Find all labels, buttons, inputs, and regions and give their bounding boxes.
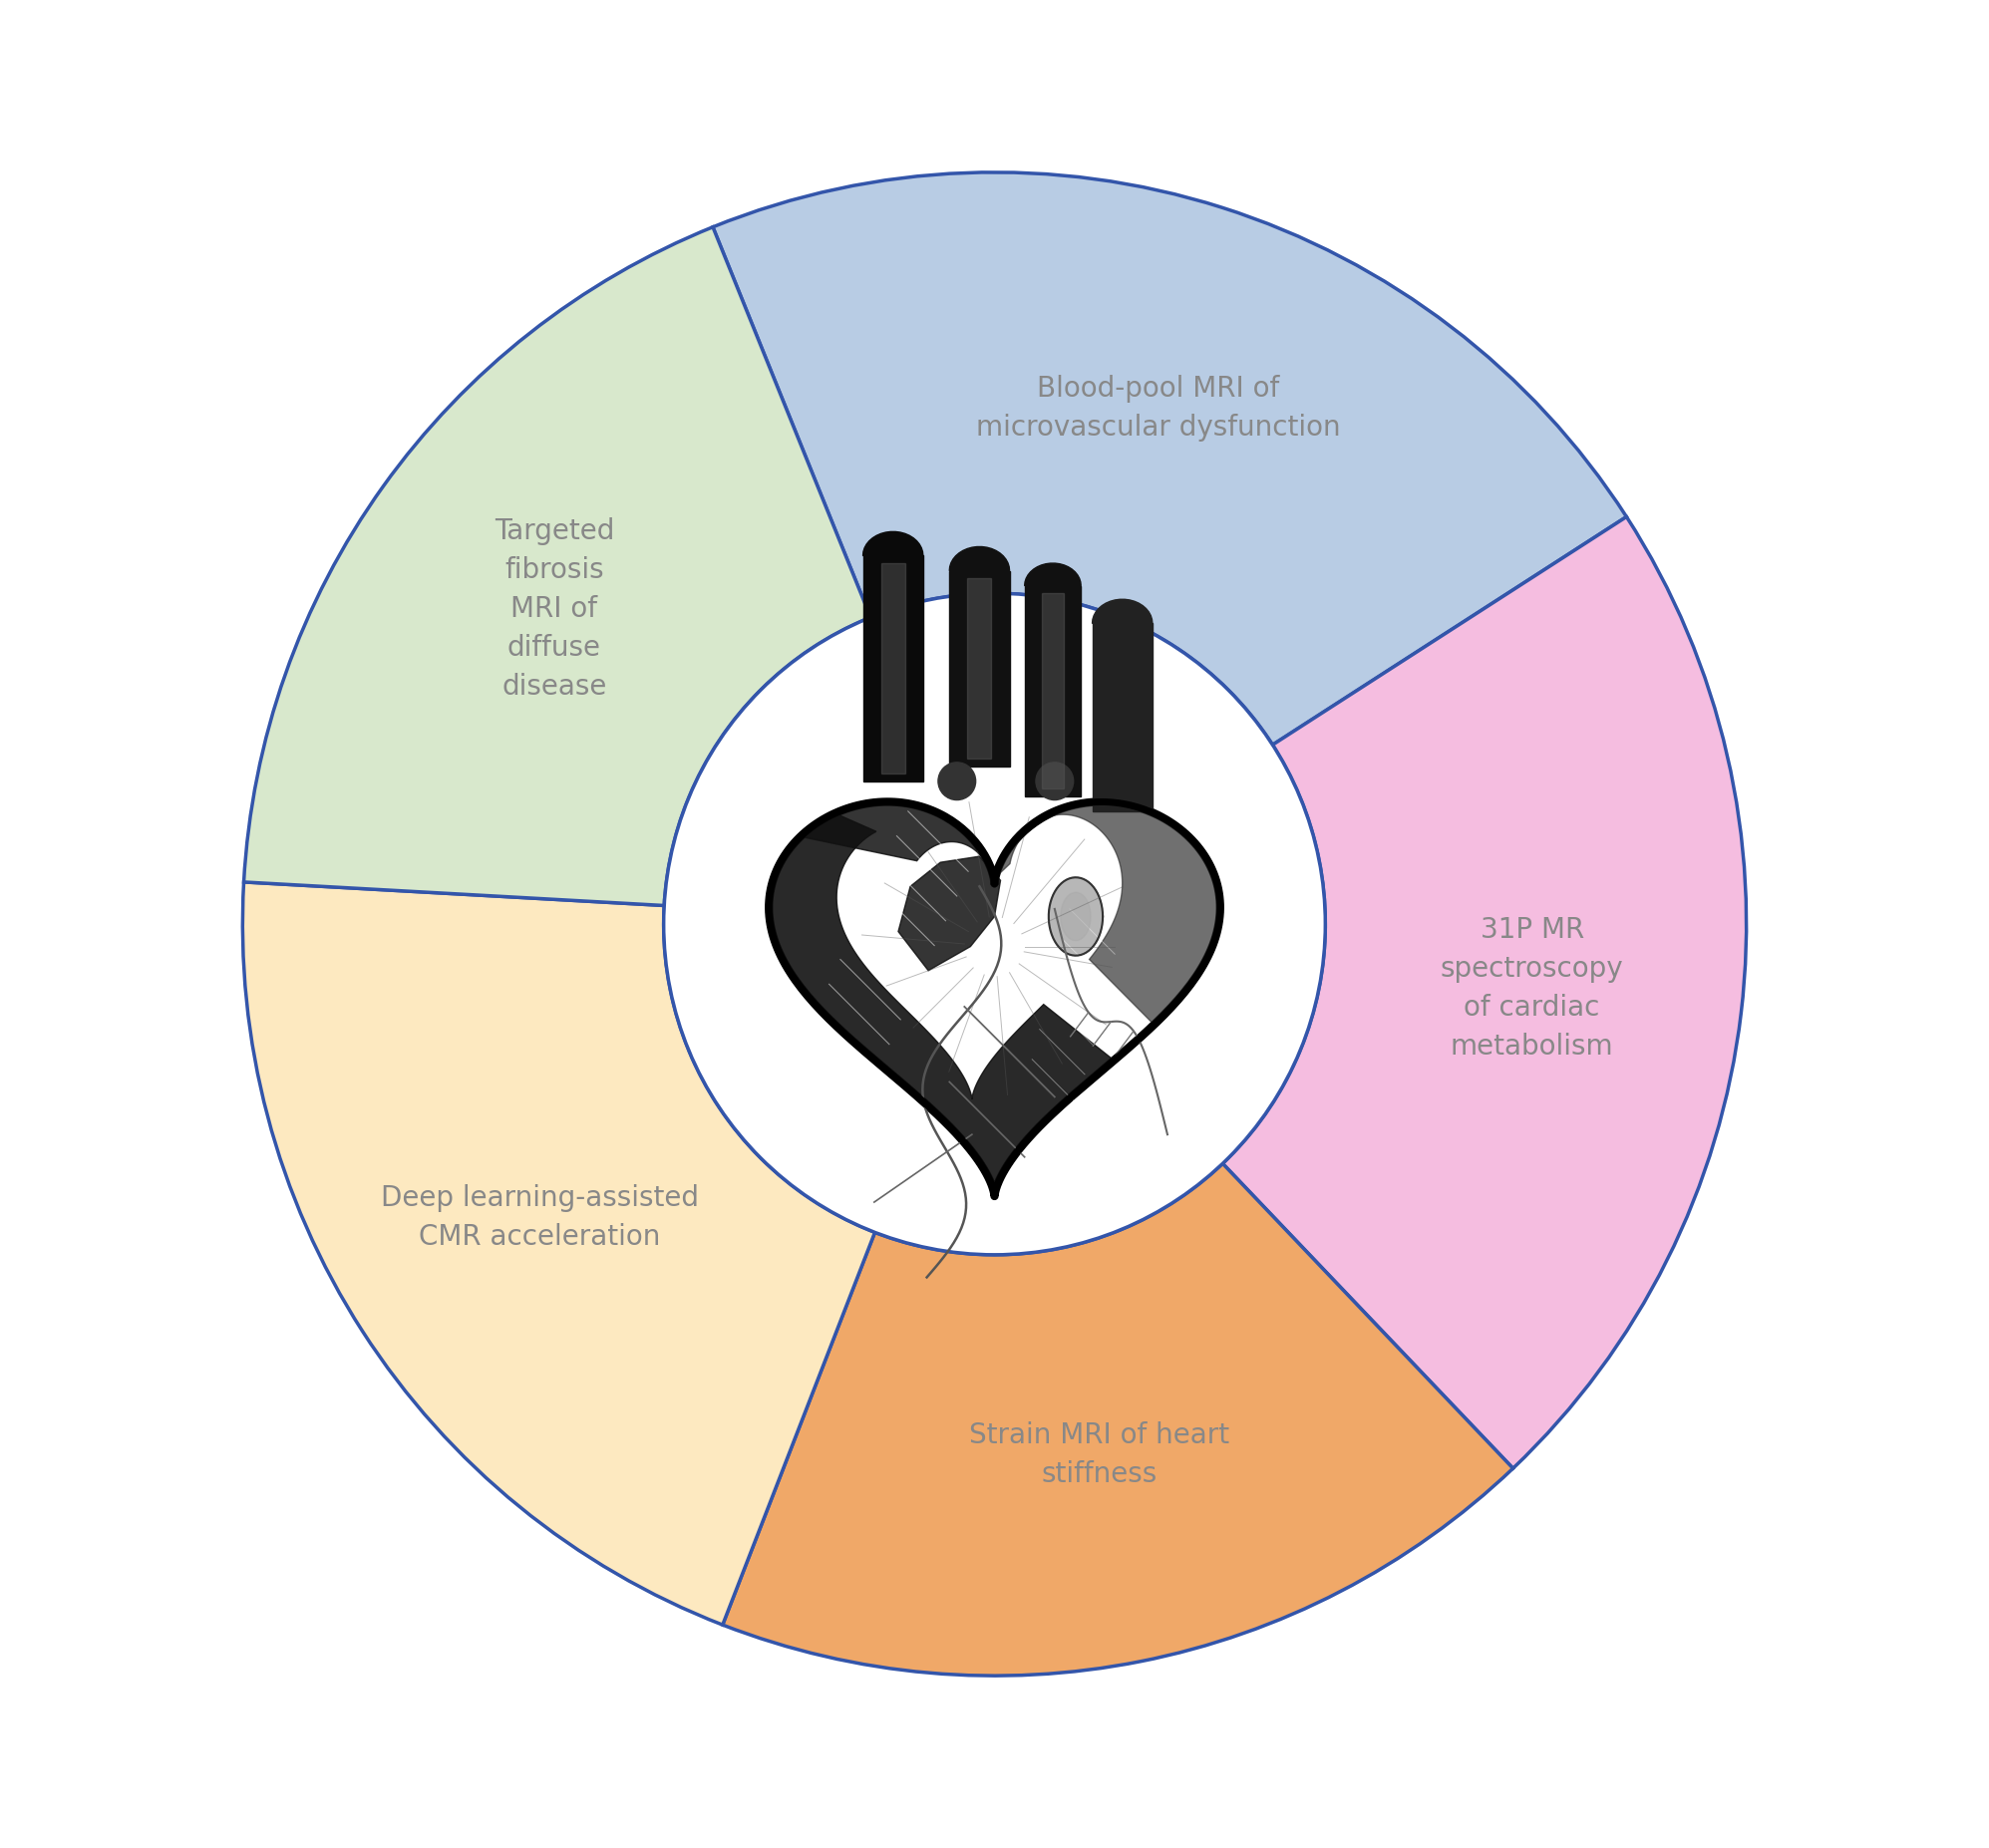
Wedge shape [722,1164,1514,1676]
Polygon shape [770,802,1219,1196]
Text: 31P MR
spectroscopy
of cardiac
metabolism: 31P MR spectroscopy of cardiac metabolis… [1440,917,1623,1061]
Circle shape [939,763,977,800]
Polygon shape [863,556,923,782]
Polygon shape [1092,599,1152,623]
Polygon shape [800,802,1000,887]
Circle shape [1036,763,1074,800]
Polygon shape [1048,878,1102,955]
Wedge shape [245,227,871,906]
Wedge shape [1223,517,1746,1469]
Polygon shape [899,856,1000,970]
Text: Strain MRI of heart
stiffness: Strain MRI of heart stiffness [969,1421,1229,1488]
Polygon shape [770,813,1114,1196]
Polygon shape [994,802,1219,1024]
Polygon shape [1042,593,1064,789]
Text: Deep learning-assisted
CMR acceleration: Deep learning-assisted CMR acceleration [380,1185,698,1251]
Polygon shape [1092,623,1152,811]
Text: Blood-pool MRI of
microvascular dysfunction: Blood-pool MRI of microvascular dysfunct… [977,375,1341,442]
Polygon shape [881,564,905,774]
Circle shape [664,593,1325,1255]
Polygon shape [967,578,991,760]
Wedge shape [712,172,1627,745]
Polygon shape [949,571,1010,767]
Wedge shape [243,881,875,1624]
Polygon shape [863,532,923,556]
Polygon shape [949,547,1010,571]
Polygon shape [1024,586,1080,796]
Polygon shape [1060,893,1090,941]
Text: Targeted
fibrosis
MRI of
diffuse
disease: Targeted fibrosis MRI of diffuse disease [495,517,615,700]
Polygon shape [1024,564,1080,586]
